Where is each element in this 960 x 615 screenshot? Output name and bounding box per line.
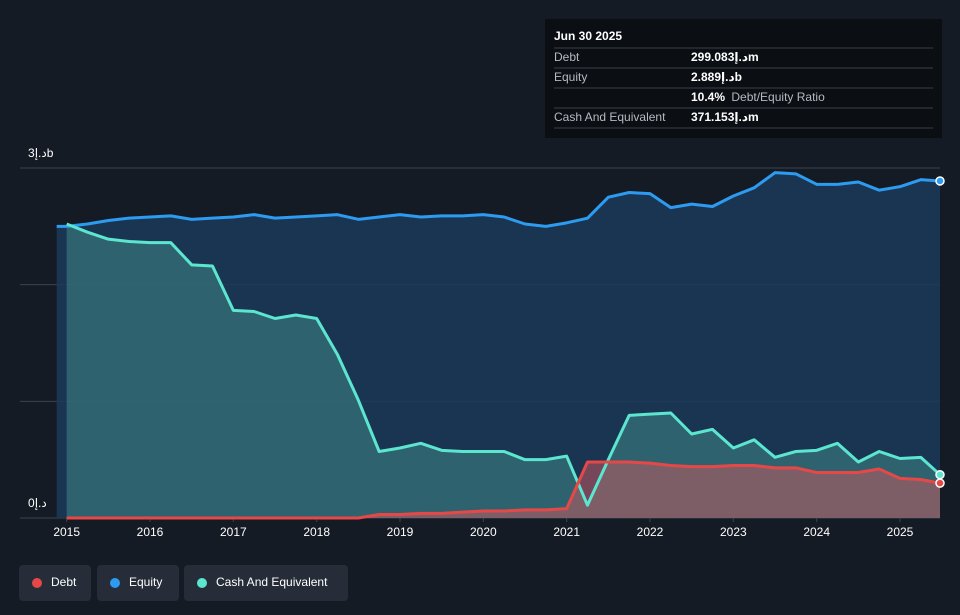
legend-item[interactable]: Equity	[97, 565, 179, 601]
plot-area: 0د.إ 3د.إb 2015 2016 2017 2018 2019 2020 2021 202…	[20, 146, 945, 539]
x-tick-label: 2025	[887, 525, 914, 539]
x-tick-label: 2024	[803, 525, 830, 539]
x-tick-label: 2023	[720, 525, 747, 539]
end-marker	[935, 176, 945, 186]
tooltip-label: Equity	[554, 70, 587, 84]
x-tick-label: 2017	[220, 525, 247, 539]
y-tick-label: 0د.إ	[28, 496, 47, 510]
legend-swatch	[32, 578, 42, 588]
x-tick-label: 2022	[637, 525, 664, 539]
legend-swatch	[197, 578, 207, 588]
tooltip-label: Cash And Equivalent	[554, 110, 666, 124]
tooltip-value: 371.153د.إm	[691, 110, 759, 124]
ratio-value: 10.4%	[691, 90, 725, 104]
line	[56, 171, 941, 228]
area	[66, 462, 940, 518]
end-marker	[935, 469, 945, 480]
ratio-label: Debt/Equity Ratio	[731, 90, 825, 104]
legend-item[interactable]: Debt	[19, 565, 91, 601]
tooltip-value: 299.083د.إm	[691, 50, 759, 64]
tooltip-date: Jun 30 2025	[554, 29, 622, 43]
x-tick-label: 2018	[303, 525, 330, 539]
line	[66, 222, 942, 507]
legend: Debt Equity Cash And Equivalent	[19, 565, 348, 601]
y-tick-label: 3د.إb	[28, 146, 54, 160]
legend-label: Cash And Equivalent	[216, 575, 328, 589]
x-tick-label: 2015	[53, 525, 80, 539]
tooltip-label: Debt	[554, 50, 580, 64]
legend-label: Debt	[51, 575, 77, 589]
tooltip-ratio: 10.4% Debt/Equity Ratio	[691, 90, 825, 104]
legend-button[interactable]	[184, 565, 348, 601]
end-marker	[935, 478, 945, 488]
x-tick-label: 2021	[553, 525, 580, 539]
legend-label: Equity	[129, 575, 162, 589]
tooltip: Jun 30 2025 Debt 299.083د.إm Equity 2.88…	[545, 19, 942, 138]
x-tick-label: 2016	[137, 525, 164, 539]
tooltip-background	[545, 19, 942, 138]
line	[66, 460, 941, 520]
legend-item[interactable]: Cash And Equivalent	[184, 565, 348, 601]
legend-button[interactable]	[97, 565, 179, 601]
area	[66, 224, 940, 518]
x-tick-label: 2019	[387, 525, 414, 539]
x-tick-label: 2020	[470, 525, 497, 539]
tooltip-value: 2.889د.إb	[691, 70, 742, 84]
legend-swatch	[110, 578, 120, 588]
legend-button[interactable]	[19, 565, 91, 601]
